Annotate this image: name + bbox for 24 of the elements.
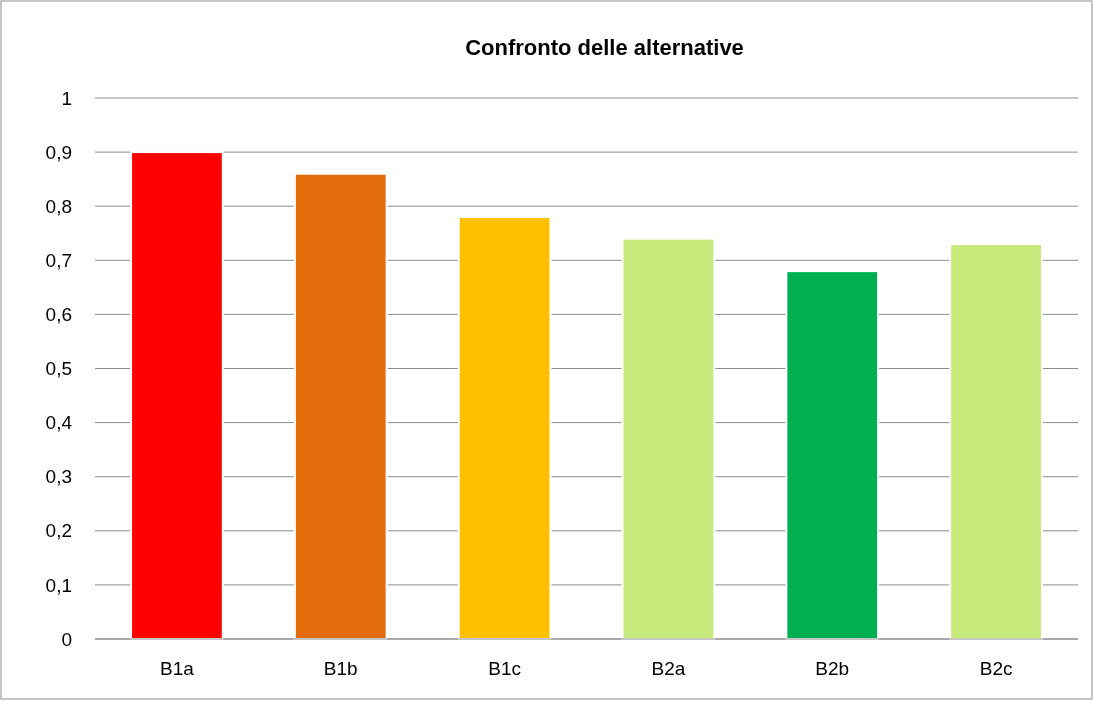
x-tick-label: B2c xyxy=(979,658,1013,679)
y-tick-label: 1 xyxy=(61,87,72,109)
x-tick-label: B1a xyxy=(160,658,195,679)
x-tick-label: B1c xyxy=(488,658,521,679)
y-tick-label: 0,2 xyxy=(45,520,72,542)
y-tick-label: 0,7 xyxy=(45,249,72,271)
bar xyxy=(949,243,1043,640)
y-tick-label: 0,9 xyxy=(45,141,72,163)
y-tick-label: 0,3 xyxy=(45,466,72,488)
chart-title: Confronto delle alternative xyxy=(465,35,744,60)
y-tick-label: 0,5 xyxy=(45,358,72,380)
y-tick-label: 0 xyxy=(61,628,72,650)
x-tick-label: B2a xyxy=(651,658,686,679)
y-tick-label: 0,6 xyxy=(45,304,72,326)
y-tick-label: 0,4 xyxy=(45,412,73,434)
bar xyxy=(457,216,552,640)
bar xyxy=(293,172,388,640)
y-tick-label: 0,1 xyxy=(45,574,72,596)
y-tick-label: 0,8 xyxy=(45,195,72,217)
bar xyxy=(130,151,224,640)
x-tick-label: B2b xyxy=(815,658,850,679)
x-tick-label: B1b xyxy=(323,658,358,679)
bar xyxy=(785,270,880,640)
bar xyxy=(621,237,716,640)
